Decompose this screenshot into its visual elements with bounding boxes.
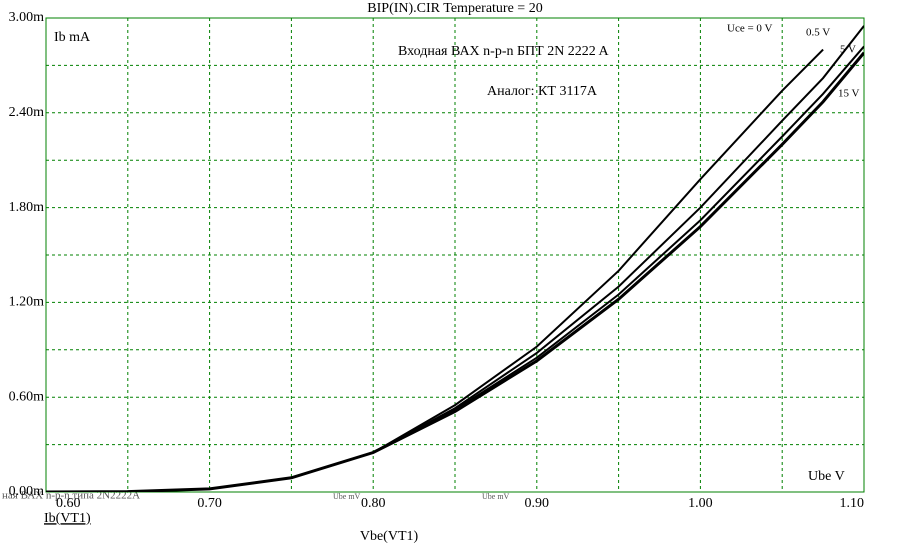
x-tick-label: 0.90 xyxy=(525,496,550,511)
y-tick-label: 1.20m xyxy=(9,295,45,310)
y-axis-label: Ib mA xyxy=(54,30,91,45)
legend-entry: 15 V xyxy=(838,88,860,100)
x-tick-label: 0.60 xyxy=(56,496,81,511)
chart-title: BIP(IN).CIR Temperature = 20 xyxy=(367,1,542,16)
legend-entry: 5 V xyxy=(840,44,856,56)
legend-entry: 0.5 V xyxy=(806,27,830,39)
annotation: Ube mV xyxy=(482,492,510,501)
y-tick-label: 1.80m xyxy=(9,200,45,215)
x-tick-label: 1.10 xyxy=(840,496,865,511)
y-tick-label: 2.40m xyxy=(9,105,45,120)
series-line xyxy=(46,51,864,492)
y-tick-label: 0.60m xyxy=(9,389,45,404)
plot-frame xyxy=(45,17,865,493)
legend-entry: Uce = 0 V xyxy=(727,23,772,35)
x-tick-label: 0.80 xyxy=(361,496,386,511)
x-unit-label: Ube V xyxy=(808,469,845,484)
legend-label: Ib(VT1) xyxy=(44,511,91,526)
y-tick-label: 0.00m xyxy=(9,484,45,499)
x-axis-label: Vbe(VT1) xyxy=(360,529,419,544)
x-tick-label: 1.00 xyxy=(688,496,713,511)
x-tick-label: 0.70 xyxy=(197,496,222,511)
annotation: Входная ВАХ n-p-n БПТ 2N 2222 A xyxy=(398,44,610,59)
annotation: Ube mV xyxy=(333,492,361,501)
y-tick-label: 3.00m xyxy=(9,10,45,25)
annotation: ная ВАХ n-p-n типа 2N2222A xyxy=(2,490,140,502)
annotation: Аналог: КТ 3117А xyxy=(487,84,598,99)
